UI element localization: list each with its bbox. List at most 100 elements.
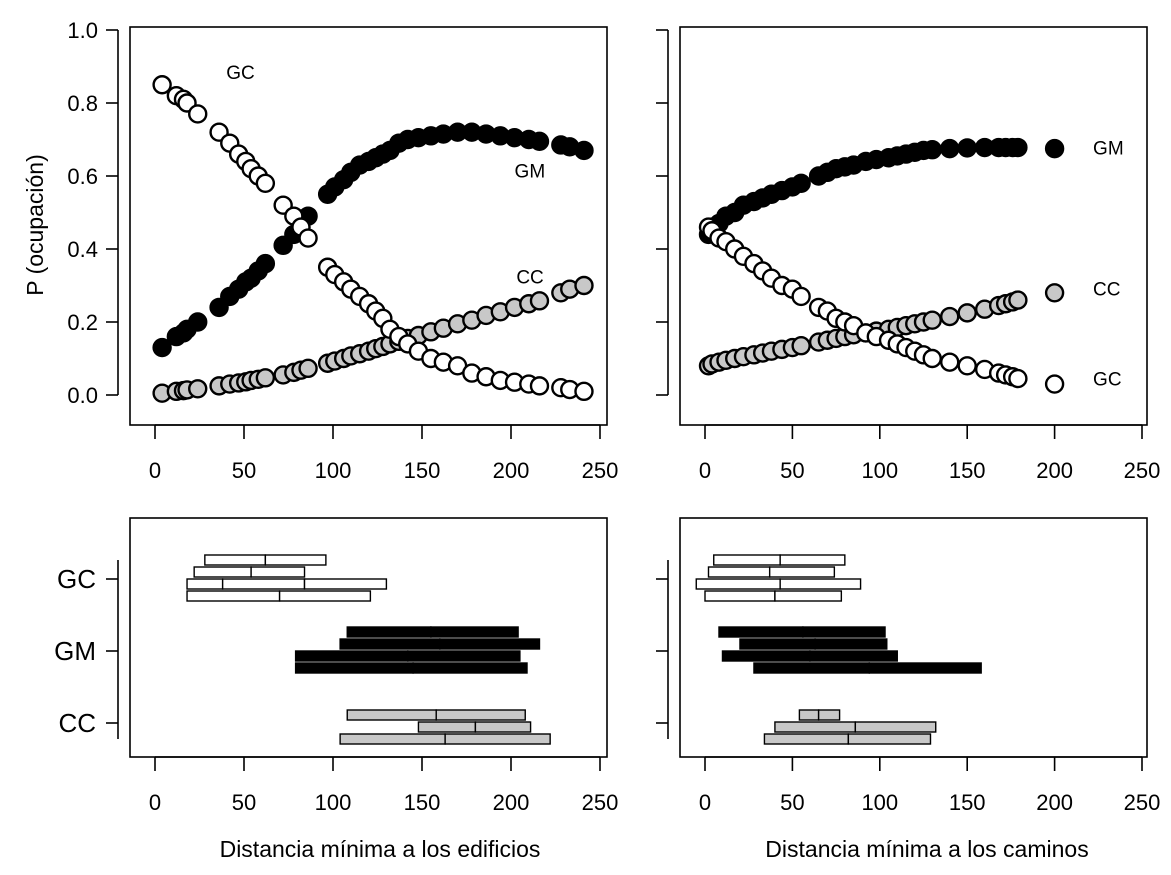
- category-label: GC: [57, 564, 96, 594]
- annotation-label: CC: [1093, 279, 1120, 300]
- x-tick-label: 100: [315, 790, 352, 815]
- interval-bar-gc: [250, 566, 306, 578]
- x-tick-label: 50: [232, 458, 256, 483]
- point-gm: [922, 140, 942, 160]
- point-gc: [298, 228, 318, 248]
- x-tick-label: 200: [493, 790, 530, 815]
- interval-bar-cc: [854, 721, 937, 733]
- x-tick-label: 200: [1036, 458, 1073, 483]
- annotation-label: GM: [1093, 139, 1124, 160]
- point-cc: [791, 336, 811, 356]
- interval-bar-gc: [768, 566, 836, 578]
- x-tick-label: 150: [404, 790, 441, 815]
- panel-bottom-left: 0 50 100 150 200 250 GC GM CC: [54, 517, 619, 815]
- category-label: GM: [54, 636, 96, 666]
- y-tick-label: 1.0: [67, 18, 98, 43]
- x-tick-label: 250: [1124, 790, 1161, 815]
- x-tick-label: 100: [861, 790, 898, 815]
- point-gc: [1008, 368, 1028, 389]
- annotation-label: GM: [515, 162, 546, 183]
- interval-bar-gc: [221, 578, 306, 590]
- interval-bar-gm: [809, 650, 898, 662]
- point-cc: [1044, 283, 1065, 303]
- x-tick-label: 0: [149, 790, 161, 815]
- interval-bar-gc: [774, 590, 843, 602]
- interval-bar-gc: [713, 554, 781, 566]
- interval-bar-gc: [278, 590, 372, 602]
- interval-bar-gm: [739, 638, 816, 650]
- interval-bar-gm: [721, 650, 811, 662]
- point-gm: [574, 140, 594, 161]
- interval-bar-cc: [346, 709, 437, 721]
- interval-bar-gm: [814, 638, 888, 650]
- interval-bar-cc: [444, 733, 551, 745]
- x-tick-label: 250: [582, 790, 619, 815]
- x-tick-label: 0: [699, 790, 711, 815]
- point-gc: [574, 381, 594, 402]
- interval-bar-gc: [704, 590, 776, 602]
- interval-bar-gc: [303, 578, 388, 590]
- x-tick-label: 200: [493, 458, 530, 483]
- interval-bar-gc: [193, 566, 252, 578]
- panel-top-left: 0 50 100 150 200 250 0.0 0.2 0.4 0.6 0.8 1.0 GC GM CC: [67, 18, 618, 483]
- interval-bar-gm: [294, 662, 414, 674]
- interval-bar-cc: [798, 709, 820, 721]
- interval-bar-gc: [779, 554, 846, 566]
- x-tick-label: 200: [1036, 790, 1073, 815]
- category-label: CC: [58, 708, 96, 738]
- panel-top-right: 0 50 100 150 200 250 GM CC GC: [656, 26, 1161, 483]
- point-gc: [529, 376, 550, 396]
- x-tick-label: 50: [780, 458, 804, 483]
- plot-frame: [679, 26, 1148, 426]
- y-tick-label: 0.4: [67, 237, 98, 262]
- interval-bar-cc: [763, 733, 850, 745]
- point-gm: [529, 131, 550, 152]
- interval-bar-gc: [186, 590, 281, 602]
- point-gm: [188, 312, 208, 332]
- x-axis-title-left: Distancia mínima a los edificios: [220, 836, 541, 862]
- interval-bar-gm: [346, 626, 432, 638]
- point-cc: [298, 358, 318, 379]
- interval-bar-gm: [430, 626, 519, 638]
- point-gm: [1044, 138, 1065, 159]
- interval-bar-gc: [695, 578, 781, 590]
- point-gc: [940, 352, 960, 372]
- x-tick-label: 50: [232, 790, 256, 815]
- y-axis-title: P (ocupación): [22, 154, 48, 296]
- x-tick-label: 150: [404, 458, 441, 483]
- interval-bar-gc: [707, 566, 771, 578]
- point-cc: [922, 310, 942, 330]
- point-gc: [957, 356, 977, 376]
- point-gm: [940, 138, 960, 159]
- interval-bar-gm: [868, 662, 982, 674]
- interval-bar-gm: [294, 650, 409, 662]
- annotation-label: GC: [1093, 370, 1122, 391]
- annotation-label: CC: [516, 267, 543, 288]
- point-cc: [957, 303, 977, 323]
- x-tick-label: 0: [149, 458, 161, 483]
- interval-bar-gm: [753, 662, 871, 674]
- interval-bar-gc: [264, 554, 327, 566]
- interval-bar-cc: [417, 721, 477, 733]
- point-gc: [922, 348, 942, 369]
- x-axis-title-right: Distancia mínima a los caminos: [765, 836, 1088, 862]
- point-cc: [255, 368, 276, 388]
- point-gm: [1008, 137, 1028, 158]
- x-tick-label: 100: [315, 458, 352, 483]
- y-tick-label: 0.6: [67, 164, 98, 189]
- point-cc: [574, 275, 594, 296]
- point-cc: [1008, 290, 1028, 310]
- interval-bar-gm: [407, 650, 521, 662]
- x-tick-label: 100: [861, 458, 898, 483]
- point-cc: [188, 379, 208, 399]
- plot-frame: [129, 26, 608, 426]
- x-tick-label: 250: [1124, 458, 1161, 483]
- point-cc: [940, 306, 960, 327]
- point-gm: [791, 173, 811, 194]
- x-tick-label: 150: [949, 458, 986, 483]
- interval-bar-gm: [802, 626, 886, 638]
- y-tick-label: 0.0: [67, 383, 98, 408]
- point-gc: [152, 75, 172, 95]
- point-gm: [152, 337, 172, 358]
